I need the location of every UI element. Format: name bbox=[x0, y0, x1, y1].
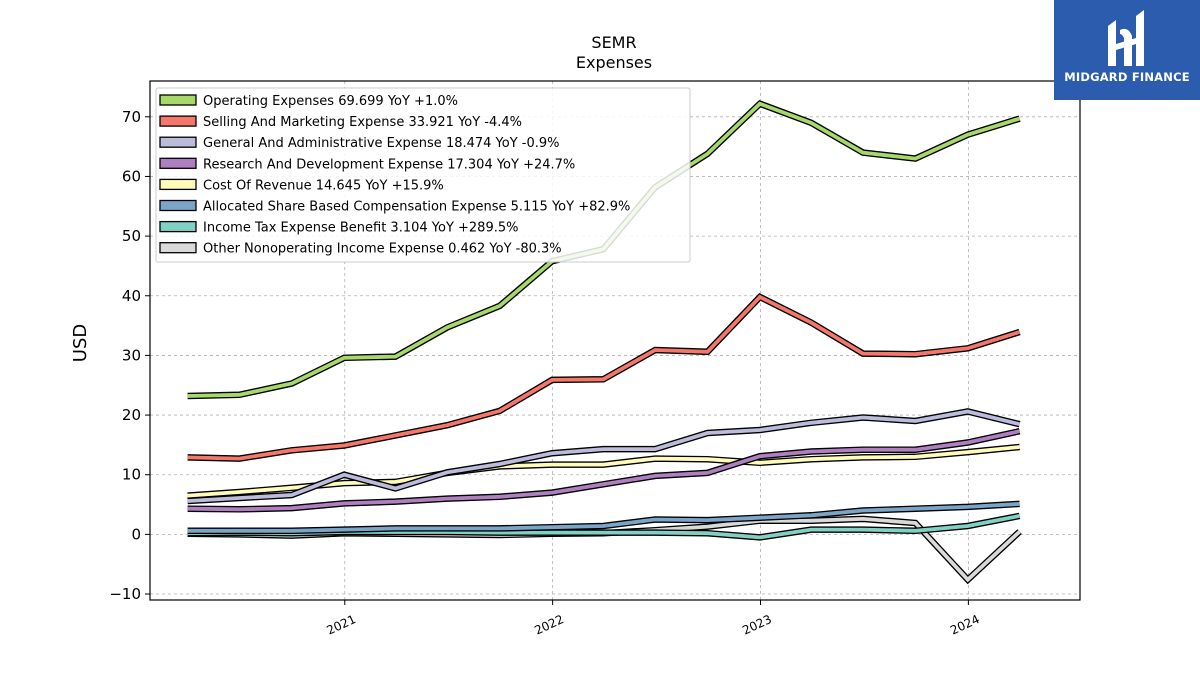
legend-swatch bbox=[159, 178, 197, 191]
legend-item: Allocated Share Based Compensation Expen… bbox=[159, 199, 630, 215]
midgard-finance-logo: MIDGARD FINANCE bbox=[1054, 0, 1200, 100]
y-tick-label: 70 bbox=[122, 108, 141, 126]
legend-label: Other Nonoperating Income Expense 0.462 … bbox=[203, 242, 562, 257]
midgard-logo-icon bbox=[1108, 10, 1144, 66]
legend-swatch bbox=[159, 136, 197, 148]
y-tick-label: 10 bbox=[122, 466, 141, 484]
y-axis-label: USD bbox=[70, 324, 91, 362]
legend-item: Cost Of Revenue 14.645 YoY +15.9% bbox=[159, 178, 444, 193]
legend-item: General And Administrative Expense 18.47… bbox=[159, 136, 560, 151]
legend-item: Research And Development Expense 17.304 … bbox=[159, 157, 575, 172]
series-line bbox=[187, 293, 1021, 462]
series-line bbox=[187, 500, 1020, 535]
legend-swatch bbox=[159, 115, 197, 127]
brand-name: MIDGARD FINANCE bbox=[1064, 70, 1190, 84]
x-axis-ticks: 2021 2022 2023 2024 bbox=[324, 600, 982, 638]
legend-label: Research And Development Expense 17.304 … bbox=[203, 157, 575, 172]
legend-item: Other Nonoperating Income Expense 0.462 … bbox=[159, 242, 562, 257]
legend-item: Operating Expenses 69.699 YoY +1.0% bbox=[159, 94, 458, 109]
legend-label: Selling And Marketing Expense 33.921 YoY… bbox=[203, 115, 522, 130]
y-tick-label: 30 bbox=[122, 346, 141, 364]
y-tick-label: 50 bbox=[122, 227, 141, 245]
legend-label: Cost Of Revenue 14.645 YoY +15.9% bbox=[203, 178, 444, 193]
y-tick-label: 0 bbox=[131, 525, 141, 543]
legend: Operating Expenses 69.699 YoY +1.0% Selli… bbox=[155, 87, 691, 263]
chart-title: SEMR bbox=[591, 33, 636, 52]
y-tick-label: −10 bbox=[109, 585, 141, 603]
x-tick-label: 2022 bbox=[532, 612, 566, 638]
legend-item: Income Tax Expense Benefit 3.104 YoY +28… bbox=[159, 220, 518, 236]
legend-swatch bbox=[159, 157, 197, 169]
x-tick-label: 2021 bbox=[324, 612, 358, 638]
legend-label: Operating Expenses 69.699 YoY +1.0% bbox=[203, 94, 458, 109]
legend-box bbox=[155, 87, 691, 263]
series-line bbox=[187, 408, 1021, 505]
legend-item: Selling And Marketing Expense 33.921 YoY… bbox=[159, 115, 522, 130]
legend-swatch bbox=[159, 94, 197, 106]
plot-frame bbox=[149, 80, 1081, 601]
chart-subtitle: Expenses bbox=[576, 53, 652, 72]
series-line bbox=[187, 428, 1021, 513]
legend-label: Allocated Share Based Compensation Expen… bbox=[203, 200, 630, 215]
y-axis-ticks: −10 0 10 20 30 40 50 60 70 bbox=[109, 108, 150, 603]
legend-swatch bbox=[159, 242, 197, 254]
x-tick-label: 2023 bbox=[740, 612, 774, 638]
legend-swatch bbox=[159, 220, 197, 233]
legend-swatch bbox=[159, 199, 197, 212]
legend-label: Income Tax Expense Benefit 3.104 YoY +28… bbox=[203, 221, 518, 236]
y-tick-label: 40 bbox=[122, 287, 141, 305]
y-tick-label: 60 bbox=[122, 167, 141, 185]
x-tick-label: 2024 bbox=[948, 612, 982, 638]
y-tick-label: 20 bbox=[122, 406, 141, 424]
legend-label: General And Administrative Expense 18.47… bbox=[203, 136, 560, 151]
